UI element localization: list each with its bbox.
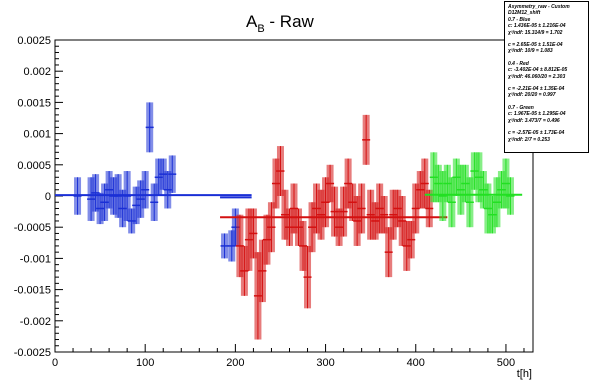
y-tick-label: 0.001	[23, 129, 51, 141]
x-tick-label: 400	[407, 357, 425, 369]
y-tick-label: -0.001	[20, 253, 51, 265]
title-subscript: B	[257, 23, 264, 35]
y-tick-label: 0.0025	[17, 35, 51, 47]
y-tick-label: -0.0015	[14, 285, 51, 297]
data-series	[424, 152, 523, 234]
y-tick-label: -0.0025	[14, 347, 51, 359]
title-main: A	[246, 12, 258, 31]
stats-line: c: -3.402E-04 ± 8.812E-05	[508, 67, 568, 74]
stats-line: χ²/ndf: 15.314/9 = 1.702	[508, 29, 563, 36]
stats-line: 0.4 - Red	[508, 60, 529, 67]
stats-line: c: 1.967E-05 ± 1.295E-04	[508, 111, 566, 118]
y-tick-label: -0.002	[20, 316, 51, 328]
stats-line: 0.7 - Blue	[508, 16, 531, 23]
stats-line: D12M12_shift	[508, 10, 541, 17]
x-axis-label: t[h]	[517, 368, 532, 380]
x-tick-label: 200	[226, 357, 244, 369]
chart-title: AB - Raw	[246, 12, 315, 35]
stats-line: c = -2.57E-05 ± 1.73E-04	[508, 130, 565, 137]
stats-line: 0.7 - Green	[508, 104, 534, 111]
stats-line: c = 2.65E-05 ± 1.51E-04	[508, 42, 563, 49]
y-tick-label: 0.002	[23, 66, 51, 78]
stats-line: c: 1.436E-05 ± 1.216E-04	[508, 23, 566, 30]
y-tick-label: 0.0015	[17, 97, 51, 109]
x-tick-label: 0	[52, 357, 58, 369]
data-marks	[55, 102, 523, 340]
y-tick-label: 0	[45, 191, 51, 203]
fit-stats-box: Asymmetry_raw - Custom D12M12_shift 0.7 - …	[504, 1, 589, 153]
y-axis: 0.0025 0.002 0.0015 0.001 0.0005 0 -0.0005 -0.0…	[14, 35, 63, 359]
stats-line: χ²/ndf: 10/9 = 1.083	[508, 48, 553, 55]
stats-line: χ²/ndf: 20/20 = 0.997	[508, 92, 556, 99]
y-tick-label: 0.0005	[17, 160, 51, 172]
stats-line: c = -2.21E-04 ± 1.35E-04	[508, 86, 565, 93]
x-tick-label: 100	[136, 357, 154, 369]
x-tick-label: 500	[497, 357, 515, 369]
stats-line: χ²/ndf: 3.473/7 = 0.496	[508, 117, 560, 124]
x-axis: 0 100 200 300 400 500	[52, 344, 525, 369]
x-tick-label: 300	[316, 357, 334, 369]
stats-line: χ²/ndf: 46.060/20 = 2.303	[508, 73, 566, 80]
stats-line: χ²/ndf: 2/7 = 0.253	[508, 136, 550, 143]
data-series	[55, 102, 252, 234]
title-rest: - Raw	[265, 12, 315, 31]
stats-line: Asymmetry_raw - Custom	[508, 4, 570, 10]
y-tick-label: -0.0005	[14, 222, 51, 234]
data-series	[220, 114, 448, 340]
